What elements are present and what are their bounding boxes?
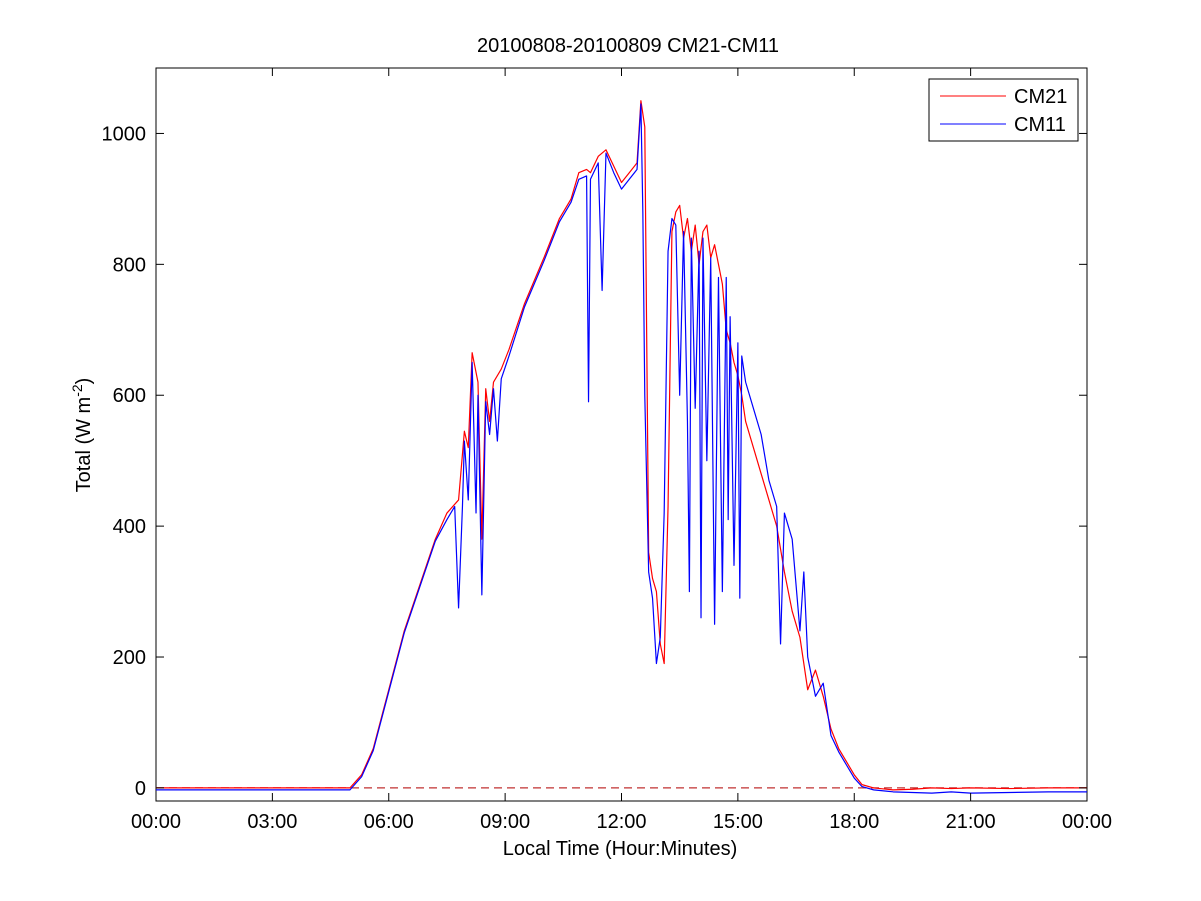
x-tick-labels: 00:00 03:00 06:00 09:00 12:00 15:00 18:00 21:00… bbox=[131, 811, 1112, 833]
plot-area bbox=[155, 67, 1088, 802]
y-tick-label: 800 bbox=[113, 254, 146, 276]
legend-label-cm11: CM11 bbox=[1014, 114, 1066, 136]
legend-box bbox=[928, 78, 1079, 142]
x-tick-label: 09:00 bbox=[480, 811, 530, 833]
y-tick-label: 1000 bbox=[102, 123, 147, 145]
axes-box bbox=[155, 67, 1088, 802]
chart-title: 20100808-20100809 CM21-CM11 bbox=[477, 35, 779, 57]
y-axis-label: Total (W m-2) bbox=[69, 378, 95, 493]
series-line-cm21 bbox=[156, 100, 1087, 791]
x-tick-label: 00:00 bbox=[131, 811, 181, 833]
y-axis-label-close: ) bbox=[73, 378, 95, 385]
y-tick-label: 400 bbox=[113, 516, 146, 538]
y-tick-label: 200 bbox=[113, 647, 146, 669]
x-tick-label: 03:00 bbox=[247, 811, 297, 833]
y-axis-label-main: Total (W m bbox=[73, 397, 95, 493]
y-tick-labels: 0 200 400 600 800 1000 bbox=[102, 123, 147, 799]
x-tick-label: 18:00 bbox=[829, 811, 879, 833]
y-tick-label: 600 bbox=[113, 385, 146, 407]
ticks-layer bbox=[155, 68, 1088, 801]
x-tick-label: 15:00 bbox=[713, 811, 763, 833]
series-layer bbox=[156, 100, 1087, 794]
x-axis-label: Local Time (Hour:Minutes) bbox=[503, 838, 738, 860]
legend: CM21 CM11 bbox=[928, 78, 1079, 142]
x-tick-label: 06:00 bbox=[364, 811, 414, 833]
x-tick-label: 12:00 bbox=[596, 811, 646, 833]
series-line-cm11 bbox=[156, 103, 1087, 794]
legend-label-cm21: CM21 bbox=[1014, 86, 1067, 108]
y-axis-label-superscript: -2 bbox=[69, 384, 85, 397]
y-tick-label: 0 bbox=[135, 778, 146, 800]
x-tick-label: 00:00 bbox=[1062, 811, 1112, 833]
x-tick-label: 21:00 bbox=[946, 811, 996, 833]
